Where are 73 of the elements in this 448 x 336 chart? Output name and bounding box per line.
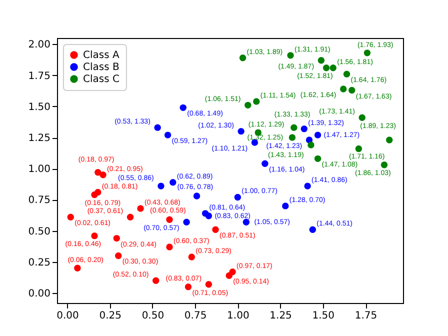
point [212,226,219,233]
point [380,162,388,168]
y-tick-label: 2.00 [28,40,50,51]
point [67,214,74,220]
point [340,86,347,92]
point [183,218,190,226]
point [205,212,212,220]
point [300,125,308,132]
point [314,132,322,138]
point [170,178,176,186]
point [314,155,322,162]
y-tick-label: 0.50 [28,226,50,238]
legend-label: Class A [83,50,120,61]
x-tick-label: 0.00 [56,310,79,322]
point [100,172,106,178]
legend-label: Class B [83,62,120,73]
point [309,226,316,233]
point [184,283,192,290]
point [238,128,244,135]
point [137,205,144,212]
point [205,280,212,288]
x-tick-label: 1.75 [354,310,378,322]
y-tick-label: 1.50 [28,102,50,113]
point [348,86,356,94]
point [91,232,98,240]
point [154,124,161,131]
point [126,214,134,220]
x-tick-label: 1.50 [312,310,335,322]
point [330,64,336,72]
point [308,142,314,148]
point [115,252,122,260]
point [386,136,393,144]
point [94,169,102,176]
x-tick-label: 0.25 [99,310,122,322]
legend-label: Class C [83,74,120,85]
y-tick-label: 1.00 [28,164,50,176]
point [239,54,246,62]
point [318,57,325,64]
x-tick-label: 1.25 [270,310,292,322]
point [288,134,296,141]
point [287,52,294,59]
point [74,264,81,272]
point [166,244,173,250]
point [322,64,330,72]
point [180,104,186,112]
point [188,254,196,260]
x-tick-label: 1.00 [227,310,250,322]
point [355,145,362,152]
x-tick-label: 0.75 [184,310,207,322]
point [364,50,371,56]
y-tick-label: 0.00 [28,288,50,300]
y-tick-label: 1.75 [28,70,50,82]
point [164,132,172,138]
point [229,268,236,276]
point [282,202,289,210]
x-tick-label: 0.50 [142,310,164,322]
point [304,182,311,190]
point [113,234,120,242]
point [262,160,268,168]
point [290,124,298,131]
point [166,216,173,223]
y-tick-label: 1.25 [28,133,50,144]
point [152,277,160,284]
point [234,194,242,201]
point [343,70,350,78]
point [253,98,260,105]
y-tick-label: 0.75 [28,195,50,206]
point [244,102,252,109]
point [193,192,200,200]
point [158,182,164,190]
point [91,191,98,198]
point [358,114,366,121]
y-tick-label: 0.25 [28,257,50,268]
